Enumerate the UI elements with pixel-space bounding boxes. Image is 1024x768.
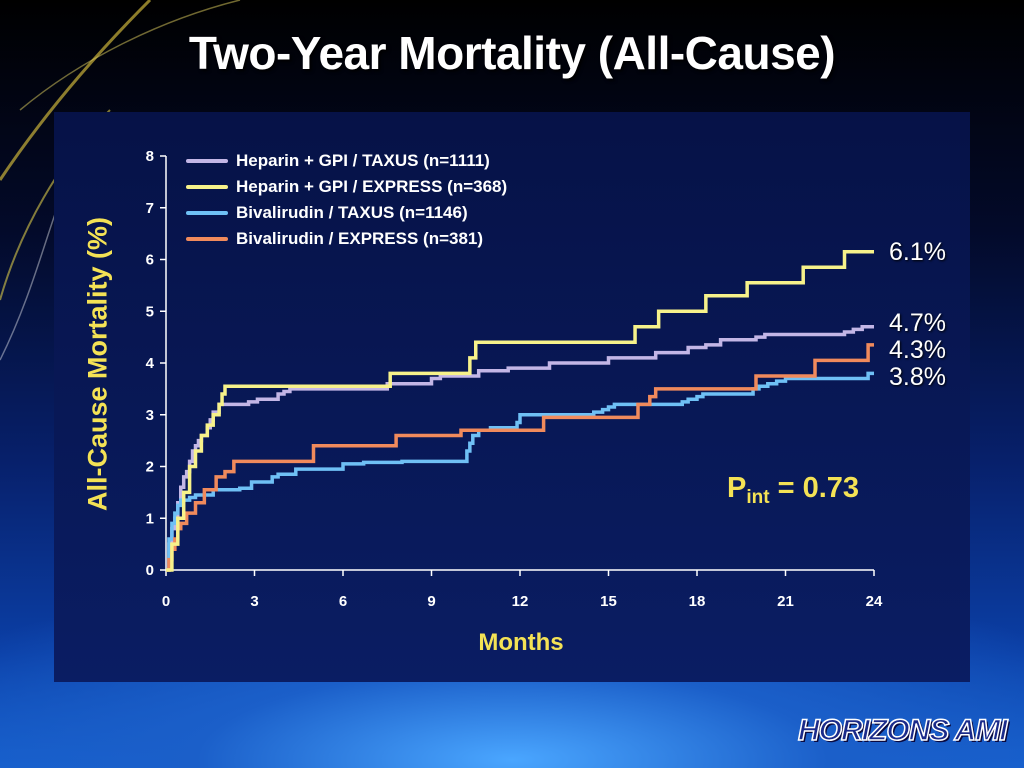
y-tick-label: 1 (146, 510, 154, 527)
end-label-bivalirudin-taxus: 3.8% (889, 363, 946, 391)
y-tick-label: 2 (146, 459, 154, 476)
legend-swatch (186, 185, 228, 189)
slide-title: Two-Year Mortality (All-Cause) (188, 27, 836, 79)
legend-swatch (186, 237, 228, 241)
x-tick-label: 21 (777, 593, 794, 610)
p-value: = 0.73 (769, 472, 860, 504)
end-label-heparin-express: 6.1% (889, 238, 946, 266)
legend-swatch (186, 211, 228, 215)
p-prefix: P (727, 472, 747, 504)
y-tick-label: 7 (146, 200, 154, 217)
y-tick-label: 4 (146, 355, 155, 372)
y-tick-label: 5 (146, 303, 154, 320)
x-axis-label: Months (478, 629, 564, 656)
legend-swatch (186, 159, 228, 163)
p-interaction: Pint = 0.73 (727, 472, 859, 509)
series-line-0 (166, 325, 874, 572)
plot-panel (54, 112, 970, 682)
x-tick-label: 24 (866, 593, 883, 610)
x-tick-label: 6 (339, 593, 347, 610)
x-tick-label: 3 (250, 593, 258, 610)
legend-label: Bivalirudin / TAXUS (n=1146) (236, 203, 468, 222)
series-line-3 (166, 343, 874, 572)
legend-label: Bivalirudin / EXPRESS (n=381) (236, 229, 484, 248)
x-tick-label: 12 (512, 593, 529, 610)
x-tick-label: 18 (689, 593, 706, 610)
y-axis-label: All-Cause Mortality (%) (82, 216, 113, 512)
end-label-bivalirudin-express: 4.3% (889, 336, 946, 364)
x-tick-label: 0 (162, 593, 170, 610)
legend-item: Heparin + GPI / EXPRESS (n=368) (186, 174, 507, 200)
series-line-1 (166, 249, 874, 572)
legend-item: Heparin + GPI / TAXUS (n=1111) (186, 148, 507, 174)
y-tick-label: 6 (146, 252, 154, 269)
x-tick-label: 9 (427, 593, 435, 610)
end-label-heparin-taxus: 4.7% (889, 309, 946, 337)
y-tick-label: 3 (146, 407, 154, 424)
legend-item: Bivalirudin / TAXUS (n=1146) (186, 200, 507, 226)
legend-label: Heparin + GPI / TAXUS (n=1111) (236, 151, 490, 170)
legend-label: Heparin + GPI / EXPRESS (n=368) (236, 177, 508, 196)
x-tick-label: 15 (600, 593, 617, 610)
y-tick-label: 0 (146, 562, 154, 579)
legend-item: Bivalirudin / EXPRESS (n=381) (186, 226, 507, 252)
p-subscript: int (746, 487, 770, 508)
y-tick-label: 8 (146, 148, 154, 165)
horizons-ami-logo: HORIZONS AMI (797, 713, 1008, 748)
legend: Heparin + GPI / TAXUS (n=1111) Heparin +… (186, 148, 507, 252)
